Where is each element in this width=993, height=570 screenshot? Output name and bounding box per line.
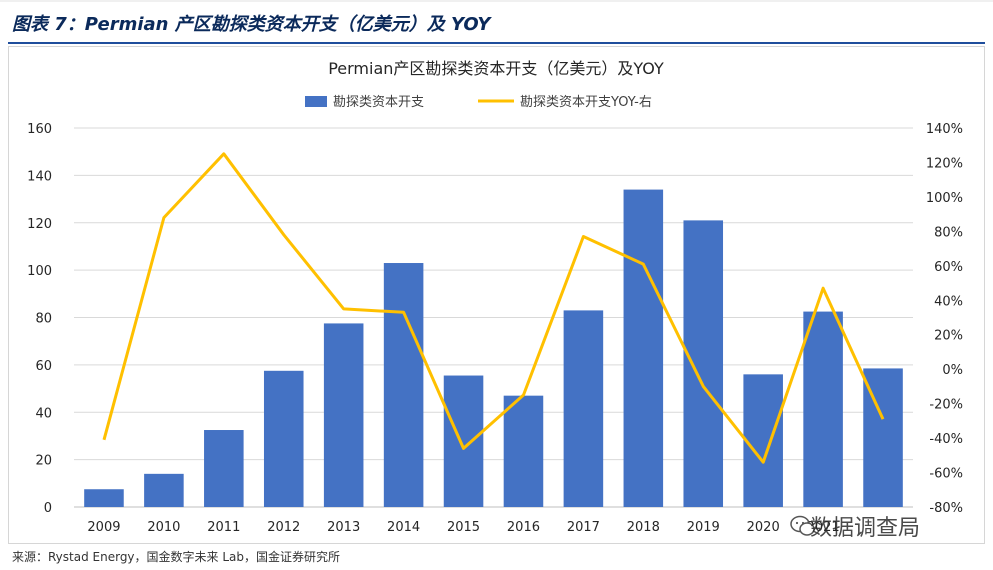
caption-rule [8,42,985,44]
top-border [0,0,993,2]
y-tick-label-left: 100 [27,264,52,279]
y-axis-left: 0 20 40 60 80 100 120 140 160 [27,122,52,516]
x-tick-label: 2012 [267,520,300,535]
bar [743,374,783,507]
bar [383,263,424,507]
line-series [102,152,885,464]
bar-series [84,189,903,507]
y-tick-label-right: 120% [926,156,963,171]
legend-bar-swatch [305,96,327,107]
x-tick-label: 2011 [207,520,240,535]
y-tick-label-left: 160 [27,122,52,137]
x-tick-label: 2013 [327,520,360,535]
legend-bar-label: 勘探类资本开支 [333,95,424,110]
bar [204,430,244,507]
chart-title: Permian产区勘探类资本开支（亿美元）及YOY [328,59,664,78]
x-tick-label: 2017 [567,520,600,535]
bar [263,370,304,507]
bar [803,311,843,507]
y-tick-label-left: 40 [35,406,52,421]
y-tick-label-left: 80 [35,312,52,327]
bar [144,473,184,507]
chart: Permian产区勘探类资本开支（亿美元）及YOY 勘探类资本开支 勘探类资本开… [27,59,963,535]
y-tick-label-right: -60% [929,467,963,482]
y-tick-label-left: 0 [44,501,52,516]
y-tick-label-left: 20 [35,454,52,469]
x-tick-label: 2020 [747,520,780,535]
source-note: 来源：Rystad Energy，国金数字未来 Lab，国金证券研究所 [12,550,341,564]
bar [84,489,124,507]
y-tick-label-right: 80% [934,225,963,240]
x-tick-label: 2021 [807,520,840,535]
bar [443,375,484,507]
y-tick-label-right: -20% [929,398,963,413]
y-axis-right: -80% -60% -40% -20% 0% 20% 40% 60% 80% 100% 120% 14… [926,122,963,516]
x-axis: 2009 2010 2011 2012 2013 2014 2015 2016 2017 2018… [87,520,839,535]
bar [323,323,364,507]
y-tick-label-left: 60 [35,359,52,374]
x-tick-label: 2016 [507,520,540,535]
figure-caption: 图表 7：Permian 产区勘探类资本开支（亿美元）及 YOY [12,14,491,35]
y-tick-label-left: 120 [27,217,52,232]
y-tick-label-right: -40% [929,432,963,447]
x-tick-label: 2009 [87,520,120,535]
wechat-icon [790,515,815,536]
y-tick-label-right: 0% [942,363,963,378]
y-tick-label-right: 40% [934,294,963,309]
x-tick-label: 2014 [387,520,420,535]
y-tick-label-right: 140% [926,122,963,137]
y-tick-label-left: 140 [27,169,52,184]
legend: 勘探类资本开支 勘探类资本开支YOY-右 [305,95,652,110]
y-tick-label-right: 20% [934,329,963,344]
x-tick-label: 2018 [627,520,660,535]
bar [563,310,604,507]
bar [503,395,544,507]
gridlines [74,127,913,508]
yoy-line [102,152,885,464]
bar [683,220,724,507]
y-tick-label-right: 60% [934,260,963,275]
watermark: 数据调查局 [810,516,921,541]
y-tick-label-right: 100% [926,191,963,206]
x-tick-label: 2010 [147,520,180,535]
x-tick-label: 2019 [687,520,720,535]
bar [623,189,664,507]
legend-line-label: 勘探类资本开支YOY-右 [520,95,652,110]
x-tick-label: 2015 [447,520,480,535]
y-tick-label-right: -80% [929,501,963,516]
